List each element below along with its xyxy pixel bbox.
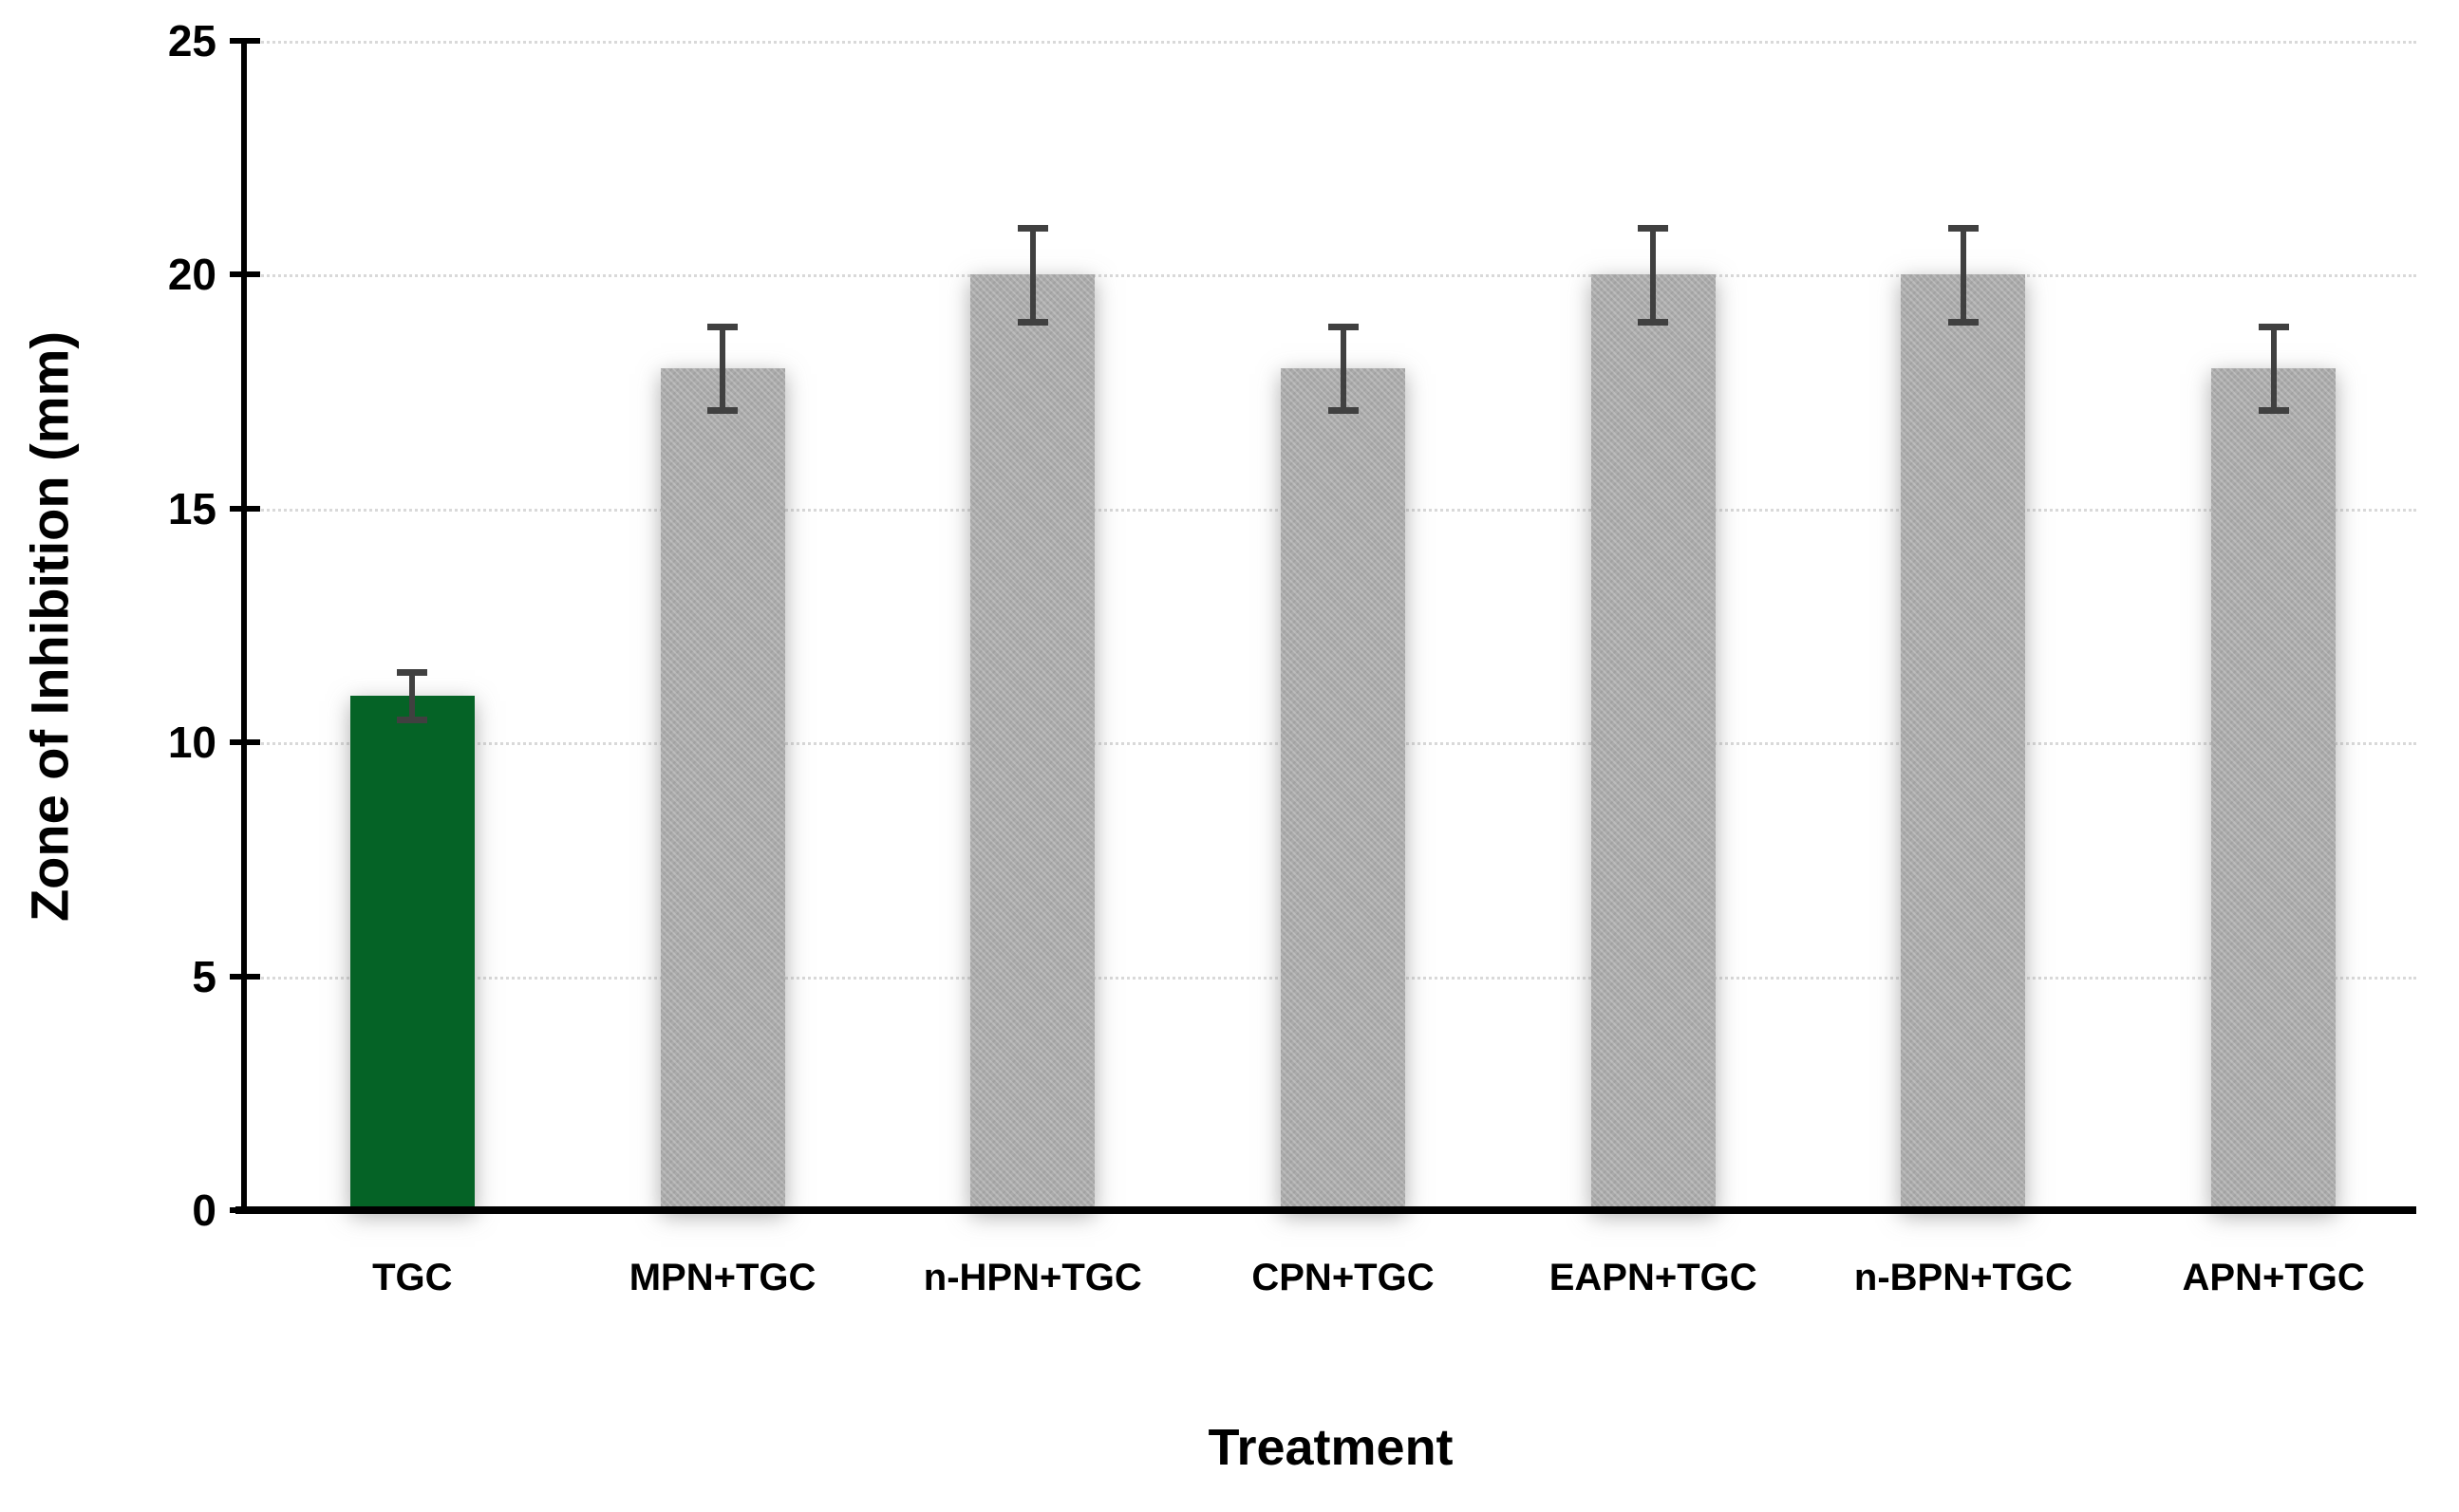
y-tick-label-10: 10 [167, 718, 216, 768]
error-bar-cap-bottom-EAPN+TGC [1638, 318, 1669, 326]
y-axis-tick-25 [230, 38, 260, 44]
y-axis-tick-5 [230, 973, 260, 980]
error-bar-cap-bottom-APN+TGC [2258, 407, 2289, 415]
x-tick-label-TGC: TGC [372, 1257, 453, 1298]
y-axis-tick-20 [230, 271, 260, 278]
error-bar-cap-top-MPN+TGC [707, 323, 739, 330]
error-bar-cap-bottom-CPN+TGC [1327, 407, 1359, 415]
bar-n-HPN+TGC [970, 274, 1096, 1210]
y-axis-tick-0 [230, 1207, 260, 1213]
gridline-25 [245, 41, 2416, 44]
x-axis-line [235, 1206, 2416, 1214]
error-bar-cap-top-n-HPN+TGC [1017, 225, 1048, 233]
bar-CPN+TGC [1281, 367, 1405, 1210]
x-tick-label-n-BPN+TGC: n-BPN+TGC [1853, 1257, 2073, 1298]
bar-MPN+TGC [660, 367, 785, 1210]
error-bar-cap-top-CPN+TGC [1327, 323, 1359, 330]
error-bar-line-TGC [409, 672, 416, 719]
bar-EAPN+TGC [1590, 274, 1716, 1210]
x-tick-label-n-HPN+TGC: n-HPN+TGC [923, 1257, 1142, 1298]
y-axis-line [241, 38, 247, 1211]
x-tick-label-EAPN+TGC: EAPN+TGC [1549, 1257, 1757, 1298]
error-bar-line-n-BPN+TGC [1960, 228, 1966, 322]
bar-APN+TGC [2211, 367, 2337, 1210]
y-tick-label-15: 15 [167, 483, 216, 533]
error-bar-cap-bottom-n-HPN+TGC [1017, 318, 1048, 326]
gridline-20 [245, 274, 2416, 278]
error-bar-cap-bottom-TGC [397, 716, 428, 723]
error-bar-cap-top-APN+TGC [2258, 323, 2289, 330]
y-tick-label-25: 25 [167, 16, 216, 65]
x-tick-label-CPN+TGC: CPN+TGC [1251, 1257, 1435, 1298]
error-bar-line-CPN+TGC [1340, 326, 1346, 411]
error-bar-line-MPN+TGC [720, 326, 726, 411]
error-bar-line-APN+TGC [2270, 326, 2277, 411]
error-bar-cap-bottom-MPN+TGC [707, 407, 739, 415]
bar-TGC [349, 695, 475, 1210]
y-tick-label-5: 5 [192, 951, 216, 1001]
error-bar-cap-top-n-BPN+TGC [1947, 225, 1979, 233]
y-axis-title: Zone of Inhibition (mm) [19, 330, 80, 923]
error-bar-cap-bottom-n-BPN+TGC [1947, 318, 1979, 326]
y-axis-tick-15 [230, 505, 260, 512]
error-bar-line-EAPN+TGC [1650, 228, 1657, 322]
x-tick-label-MPN+TGC: MPN+TGC [629, 1257, 817, 1298]
y-tick-label-0: 0 [192, 1185, 216, 1235]
error-bar-line-n-HPN+TGC [1029, 228, 1036, 322]
error-bar-cap-top-EAPN+TGC [1638, 225, 1669, 233]
y-tick-label-20: 20 [167, 250, 216, 300]
error-bar-cap-top-TGC [397, 669, 428, 677]
x-axis-title: Treatment [1208, 1419, 1454, 1476]
bar-n-BPN+TGC [1901, 274, 2026, 1210]
x-tick-label-APN+TGC: APN+TGC [2182, 1257, 2365, 1298]
y-axis-tick-10 [230, 739, 260, 746]
